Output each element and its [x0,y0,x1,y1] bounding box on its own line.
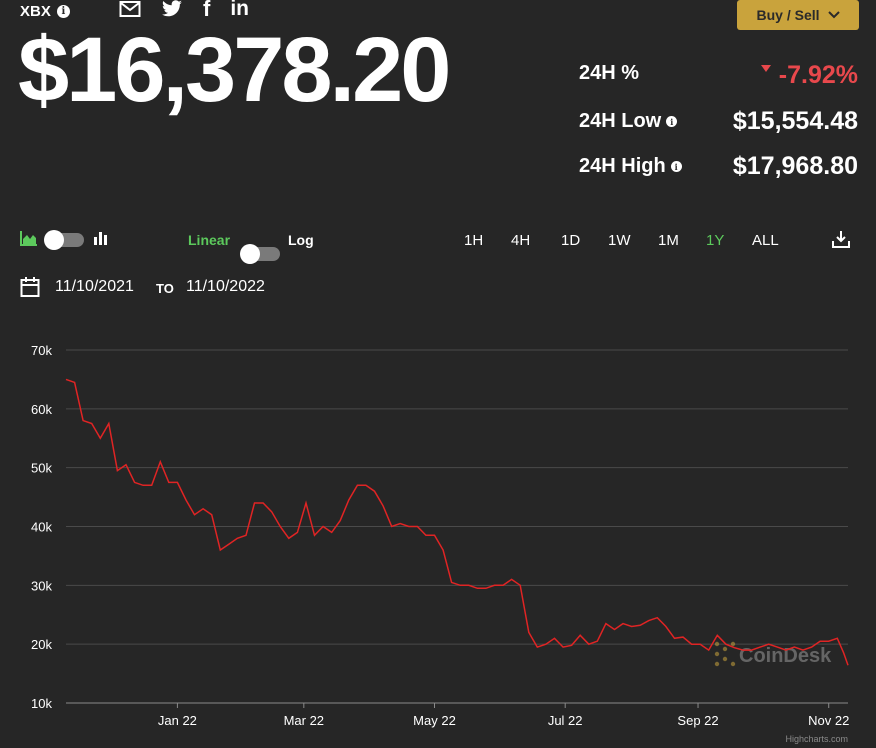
low-24h-label: 24H Low i [579,110,678,133]
change-24h-value: -7.92% [760,61,858,90]
high-24h-text: 24H High [579,155,666,177]
x-tick-label: May 22 [413,713,456,728]
change-24h-text: -7.92% [778,61,858,89]
range-1d[interactable]: 1D [561,232,581,249]
buy-sell-button[interactable]: Buy / Sell [737,0,859,30]
range-all[interactable]: ALL [752,232,779,249]
info-icon[interactable]: i [670,161,682,172]
price-chart[interactable]: 70k 60k 50k 40k 30k 20k 10k Jan 22 Mar 22 May 22… [0,330,876,748]
download-icon[interactable] [831,229,851,254]
buy-sell-label: Buy / Sell [756,7,820,23]
ticker-symbol: XBX i [20,3,70,20]
info-icon[interactable]: i [56,5,70,18]
y-axis-labels: 70k 60k 50k 40k 30k 20k 10k [31,343,52,711]
x-axis-labels: Jan 22 Mar 22 May 22 Jul 22 Sep 22 Nov 22 [158,703,849,728]
bar-chart-icon[interactable] [93,230,109,251]
x-tick-label: Sep 22 [677,713,718,728]
watermark-text: CoinDesk [739,645,832,667]
range-4h[interactable]: 4H [511,232,531,249]
high-24h-label: 24H High i [579,155,682,178]
current-price: $16,378.20 [18,19,451,121]
chart-grid [66,349,848,704]
range-1h[interactable]: 1H [464,232,484,249]
highcharts-credit: Highcharts.com [785,734,848,744]
high-24h-value: $17,968.80 [732,152,858,180]
log-scale-label[interactable]: Log [288,232,314,248]
area-chart-icon[interactable] [20,230,38,251]
date-to[interactable]: 11/10/2022 [186,278,265,295]
range-1w[interactable]: 1W [608,232,631,249]
y-tick-label: 10k [31,696,52,711]
date-from[interactable]: 11/10/2021 [55,278,134,295]
change-24h-label: 24H % [579,62,640,84]
share-icons: f in [119,0,249,21]
x-tick-label: Nov 22 [808,713,849,728]
down-arrow-icon [760,65,771,72]
chevron-down-icon [827,11,840,19]
chart-type-toggle[interactable] [44,230,84,250]
x-tick-label: Jul 22 [548,713,583,728]
y-tick-label: 20k [31,637,52,652]
price-line [65,378,849,666]
coindesk-watermark: CoinDesk [714,641,832,667]
y-tick-label: 50k [31,461,52,476]
x-tick-label: Mar 22 [284,713,324,728]
range-1y[interactable]: 1Y [706,232,725,249]
scale-toggle[interactable] [240,244,280,264]
mail-icon[interactable] [119,0,141,18]
linkedin-icon[interactable]: in [230,0,249,20]
y-tick-label: 70k [31,343,52,358]
twitter-icon[interactable] [161,0,183,18]
info-icon[interactable]: i [666,116,678,127]
low-24h-text: 24H Low [579,110,662,132]
date-to-label: TO [156,281,174,296]
y-tick-label: 60k [31,402,52,417]
linear-scale-label[interactable]: Linear [188,232,231,248]
x-tick-label: Jan 22 [158,713,197,728]
low-24h-value: $15,554.48 [732,107,858,135]
calendar-icon[interactable] [20,276,40,303]
ticker-label: XBX [20,3,51,20]
y-tick-label: 40k [31,520,52,535]
y-tick-label: 30k [31,578,52,593]
range-1m[interactable]: 1M [658,232,679,249]
facebook-icon[interactable]: f [203,0,211,21]
